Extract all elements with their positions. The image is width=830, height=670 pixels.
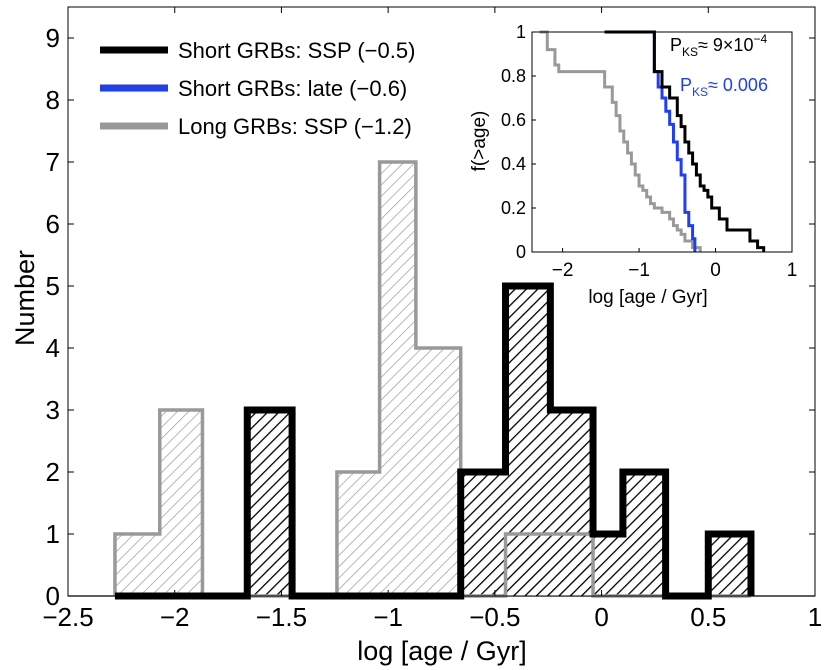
- pks-exponent: −4: [753, 32, 767, 46]
- short-grb-bar: [247, 410, 293, 596]
- short-grb-outline: [114, 282, 755, 600]
- inset-x-axis: −2 −1 0 1: [552, 248, 798, 281]
- short-grb-ssp-cdf: [604, 30, 766, 252]
- main-x-tick-label: 0: [594, 602, 608, 632]
- main-x-tick-label: 1: [808, 602, 822, 632]
- main-y-axis: 0 1 2 3 4 5 6 7 8 9: [46, 23, 815, 611]
- long-grb-bar: [114, 534, 160, 596]
- inset-x-tick-label: −2: [552, 260, 574, 281]
- long-grb-bar: [379, 162, 416, 596]
- short-grb-bar: [593, 534, 623, 596]
- main-y-tick-label: 1: [46, 519, 60, 549]
- long-grb-cdf: [539, 30, 702, 252]
- inset-axes-frame: [531, 31, 793, 253]
- main-x-axis: −2.5 −2 −1.5 −1 −0.5 0 0.5 1: [42, 7, 822, 632]
- short-grb-bar: [505, 286, 551, 596]
- pks-label: P: [670, 35, 682, 55]
- main-y-tick-label: 5: [46, 271, 60, 301]
- inset-y-tick-label: 0.4: [501, 154, 526, 174]
- main-y-tick-label: 3: [46, 395, 60, 425]
- main-y-tick-label: 6: [46, 209, 60, 239]
- inset-y-tick-label: 1: [516, 22, 526, 42]
- inset-y-tick-label: 0: [516, 242, 526, 262]
- inset-x-axis-label: log [age / Gyr]: [588, 287, 707, 308]
- legend-label-short-ssp: Short GRBs: SSP (−0.5): [178, 38, 415, 63]
- inset-x-tick-label: 1: [787, 260, 798, 281]
- pks-subscript-blue: KS: [692, 85, 708, 99]
- short-grb-bar: [622, 472, 666, 596]
- main-y-tick-label: 9: [46, 23, 60, 53]
- main-x-axis-label: log [age / Gyr]: [357, 636, 527, 666]
- main-y-tick-label: 0: [46, 581, 60, 611]
- legend: Short GRBs: SSP (−0.5) Short GRBs: late …: [100, 38, 415, 139]
- pks-subscript: KS: [682, 45, 698, 59]
- inset-y-axis-label: f(>age): [469, 111, 490, 172]
- main-histogram: −2.5 −2 −1.5 −1 −0.5 0 0.5 1 0 1 2 3 4 5 6 7 8 9 log [ag…: [10, 6, 822, 666]
- main-x-tick-label: −2: [160, 602, 190, 632]
- pks-annotation-black: PKS≈ 9×10−4: [670, 32, 767, 59]
- main-x-tick-label: 0.5: [690, 602, 726, 632]
- legend-label-short-late: Short GRBs: late (−0.6): [178, 76, 407, 101]
- inset-y-tick-label: 0.8: [501, 66, 526, 86]
- short-grb-bar: [708, 534, 751, 596]
- pks-value-blue: ≈ 0.006: [708, 75, 768, 95]
- main-axes-frame: [67, 6, 816, 597]
- long-grb-bar: [159, 410, 203, 596]
- main-x-tick-label: −1: [373, 602, 403, 632]
- main-x-tick-label: −2.5: [42, 602, 93, 632]
- short-grb-bar: [550, 410, 594, 596]
- long-grb-bar: [336, 472, 380, 596]
- legend-label-long-ssp: Long GRBs: SSP (−1.2): [178, 114, 412, 139]
- short-grb-late-cdf: [604, 30, 697, 252]
- inset-series-lines: [539, 30, 766, 252]
- main-x-tick-label: −1.5: [256, 602, 307, 632]
- main-y-tick-label: 2: [46, 457, 60, 487]
- inset-x-tick-label: −1: [628, 260, 650, 281]
- inset-background: [532, 32, 792, 252]
- inset-x-tick-label: 0: [710, 260, 721, 281]
- main-y-axis-label: Number: [10, 250, 40, 346]
- inset-y-tick-label: 0.6: [501, 110, 526, 130]
- long-grb-bar: [415, 348, 461, 596]
- pks-label-blue: P: [680, 75, 692, 95]
- main-y-tick-label: 4: [46, 333, 60, 363]
- main-y-tick-label: 7: [46, 147, 60, 177]
- main-y-tick-label: 8: [46, 85, 60, 115]
- pks-annotation-blue: PKS≈ 0.006: [680, 75, 768, 99]
- pks-value: ≈ 9×10: [698, 35, 753, 55]
- main-x-tick-label: −0.5: [469, 602, 520, 632]
- short-grb-bar: [460, 472, 506, 596]
- inset-y-tick-label: 0.2: [501, 198, 526, 218]
- inset-cumulative-plot: −2 −1 0 1 0 0.2 0.4 0.6 0.8 1 log [age / Gyr] f(…: [469, 22, 797, 308]
- short-grb-bars: [247, 286, 751, 596]
- inset-y-axis: 0 0.2 0.4 0.6 0.8 1: [501, 22, 536, 262]
